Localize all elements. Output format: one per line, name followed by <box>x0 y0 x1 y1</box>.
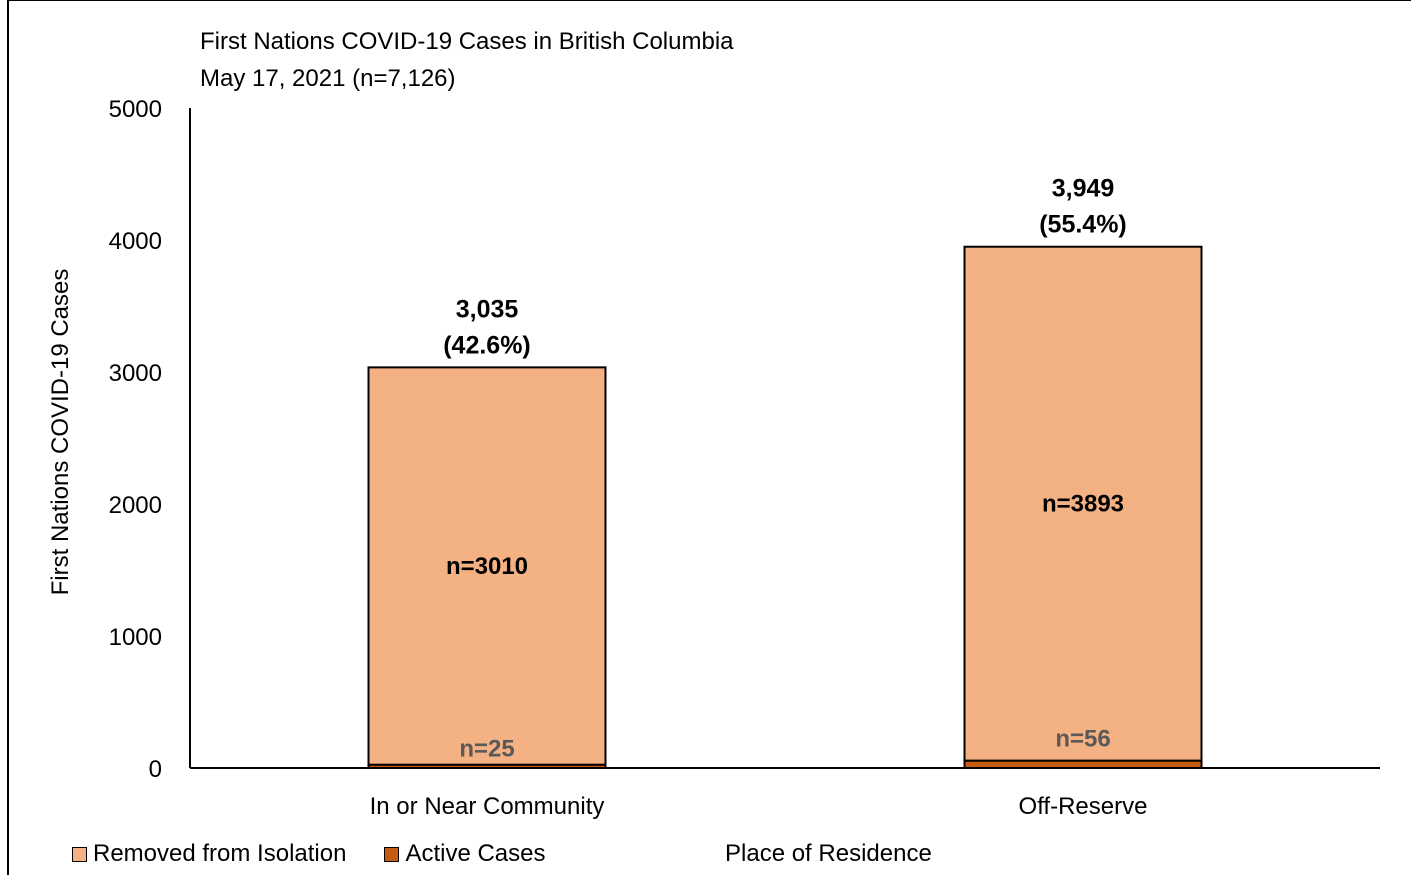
y-tick-label-4: 4000 <box>109 228 162 255</box>
y-tick-label-3: 3000 <box>109 360 162 387</box>
legend: Removed from Isolation Active Cases <box>72 840 546 868</box>
y-tick-label-2: 2000 <box>109 492 162 519</box>
chart-subtitle: May 17, 2021 (n=7,126) <box>200 65 456 92</box>
x-tick-label-1: Off-Reserve <box>1019 793 1148 820</box>
data-label-active-0: n=25 <box>459 736 514 763</box>
x-tick-label-0: In or Near Community <box>370 793 605 820</box>
total-count-label-0: 3,035 <box>456 295 519 323</box>
legend-label-active: Active Cases <box>405 840 546 867</box>
legend-item-removed: Removed from Isolation <box>72 840 346 868</box>
total-percent-label-0: (42.6%) <box>443 331 531 359</box>
total-percent-label-1: (55.4%) <box>1039 211 1127 239</box>
x-axis-title: Place of Residence <box>725 840 932 867</box>
legend-item-active: Active Cases <box>384 840 546 868</box>
data-label-removed-1: n=3893 <box>1042 491 1124 518</box>
data-label-active-1: n=56 <box>1055 726 1110 753</box>
legend-swatch-removed <box>72 846 87 862</box>
y-tick-label-1: 1000 <box>109 624 162 651</box>
chart-frame <box>7 0 1411 875</box>
data-label-removed-0: n=3010 <box>446 553 528 580</box>
bar-removed-0 <box>367 366 607 766</box>
y-tick-label-0: 0 <box>149 756 162 783</box>
total-count-label-1: 3,949 <box>1052 175 1115 203</box>
legend-swatch-active <box>384 846 400 862</box>
bar-active-1 <box>963 759 1203 769</box>
y-tick-label-5: 5000 <box>109 96 162 123</box>
y-axis-title: First Nations COVID-19 Cases <box>47 269 74 596</box>
bar-removed-1 <box>963 245 1203 762</box>
chart-title: First Nations COVID-19 Cases in British … <box>200 28 734 55</box>
legend-label-removed: Removed from Isolation <box>93 840 347 867</box>
